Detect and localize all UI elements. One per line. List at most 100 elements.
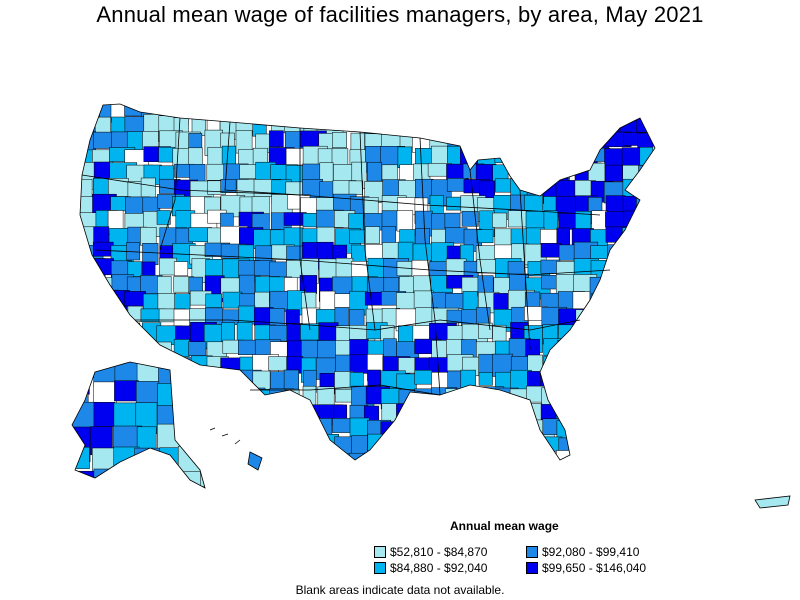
county-area bbox=[158, 146, 176, 163]
county-area bbox=[206, 104, 234, 118]
county-area bbox=[590, 104, 611, 118]
county-area bbox=[349, 417, 370, 439]
county-area bbox=[539, 450, 557, 460]
county-area bbox=[652, 197, 655, 225]
county-area bbox=[126, 322, 141, 342]
county-area bbox=[380, 104, 405, 114]
county-area bbox=[80, 354, 93, 372]
county-area bbox=[527, 354, 543, 373]
county-area bbox=[572, 435, 590, 455]
county-area bbox=[623, 449, 641, 460]
county-area bbox=[622, 227, 637, 255]
county-area bbox=[654, 341, 655, 367]
legend-label-1: $52,810 - $84,870 bbox=[390, 545, 488, 559]
legend-swatch-3 bbox=[526, 546, 538, 558]
county-area bbox=[637, 405, 651, 424]
county-area bbox=[270, 450, 288, 460]
county-area bbox=[286, 435, 302, 458]
county-area bbox=[493, 104, 508, 118]
county-area bbox=[348, 180, 363, 195]
county-area bbox=[205, 450, 221, 460]
county-area bbox=[507, 453, 523, 460]
county-area bbox=[430, 433, 454, 453]
county-area bbox=[524, 104, 548, 116]
county-area bbox=[462, 419, 488, 446]
county-area bbox=[572, 117, 600, 135]
county-area bbox=[443, 453, 465, 460]
county-area bbox=[253, 418, 269, 444]
county-area bbox=[476, 434, 501, 455]
county-area bbox=[587, 403, 606, 419]
county-area bbox=[349, 354, 368, 374]
county-area bbox=[383, 338, 397, 359]
county-area bbox=[205, 293, 222, 308]
county-area bbox=[655, 402, 680, 420]
legend-label-4: $99,650 - $146,040 bbox=[542, 561, 647, 575]
county-area bbox=[398, 104, 420, 123]
county-area bbox=[556, 450, 573, 460]
county-area bbox=[175, 403, 199, 425]
county-area bbox=[156, 210, 171, 225]
county-area bbox=[572, 373, 594, 400]
county-area bbox=[414, 114, 431, 135]
legend-swatch-1 bbox=[374, 546, 386, 558]
county-area bbox=[332, 132, 347, 148]
county-area bbox=[462, 114, 490, 137]
county-area bbox=[542, 104, 565, 116]
state-line bbox=[81, 174, 601, 216]
alaska-outline bbox=[71, 361, 206, 489]
county-area bbox=[636, 436, 655, 453]
county-area bbox=[462, 437, 484, 460]
county-area bbox=[367, 433, 391, 456]
county-area bbox=[206, 404, 228, 423]
county-area bbox=[220, 179, 237, 193]
county-area bbox=[606, 306, 623, 332]
state-line bbox=[419, 137, 441, 396]
county-area bbox=[158, 362, 195, 388]
county-area bbox=[511, 437, 532, 456]
county-area bbox=[134, 447, 162, 477]
county-area bbox=[495, 434, 513, 459]
county-area bbox=[431, 104, 458, 120]
county-area bbox=[638, 293, 655, 316]
county-area bbox=[605, 261, 621, 275]
county-area bbox=[189, 404, 212, 422]
county-area bbox=[461, 211, 479, 227]
county-area bbox=[447, 437, 475, 454]
county-area bbox=[319, 162, 334, 183]
county-area bbox=[414, 436, 442, 450]
legend-item-2: $84,880 - $92,040 bbox=[374, 561, 526, 575]
county-area bbox=[571, 340, 590, 369]
county-area bbox=[639, 243, 655, 263]
county-area bbox=[349, 104, 368, 120]
county-area bbox=[334, 453, 353, 460]
county-area bbox=[199, 427, 205, 453]
county-area bbox=[80, 273, 93, 298]
county-area bbox=[509, 421, 529, 449]
county-area bbox=[188, 341, 207, 356]
county-area bbox=[93, 226, 110, 244]
county-area bbox=[446, 115, 472, 133]
legend-title: Annual mean wage bbox=[450, 519, 559, 533]
county-area bbox=[179, 380, 199, 401]
county-area bbox=[477, 115, 506, 137]
puerto-rico-outline bbox=[754, 495, 791, 509]
county-area bbox=[571, 419, 590, 446]
county-area bbox=[349, 452, 369, 460]
county-area bbox=[80, 179, 93, 199]
county-area bbox=[572, 356, 593, 376]
county-area bbox=[220, 451, 247, 460]
county-area bbox=[461, 131, 483, 151]
county-area bbox=[93, 402, 116, 427]
county-area bbox=[573, 133, 593, 154]
county-area bbox=[590, 371, 605, 393]
county-area bbox=[222, 372, 243, 396]
county-area bbox=[136, 426, 157, 452]
county-area bbox=[173, 339, 190, 358]
county-area bbox=[607, 437, 635, 452]
county-area bbox=[574, 322, 589, 340]
county-area bbox=[203, 379, 205, 404]
state-line bbox=[159, 117, 181, 251]
county-area bbox=[620, 104, 639, 120]
